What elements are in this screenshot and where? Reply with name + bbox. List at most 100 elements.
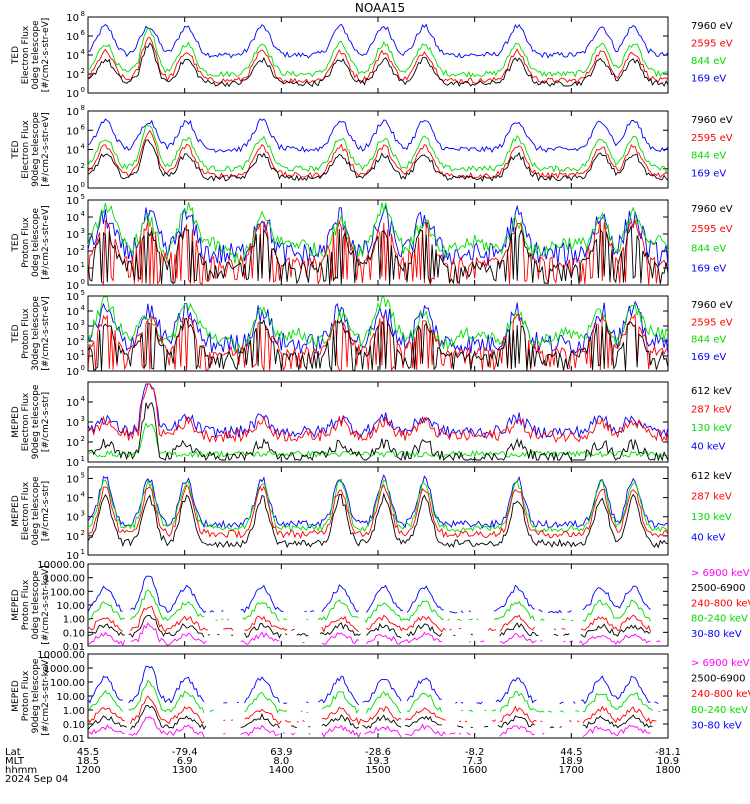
legend-entry: 612 keV	[691, 471, 732, 482]
legend-entry: 2595 eV	[691, 224, 733, 235]
x-tick-label-mlt: 7.3	[467, 756, 483, 767]
legend-entry: 30-80 keV	[691, 720, 742, 731]
series-trace	[87, 118, 669, 154]
series-trace	[87, 383, 669, 440]
y-tick-exponent: 0	[81, 86, 85, 94]
y-tick-exponent: 0	[81, 364, 85, 372]
y-tick-label: 1000.00	[44, 664, 85, 675]
y-axis-label-line: [#/cm2-s-str]	[41, 392, 51, 452]
legend-entry: 7960 eV	[691, 204, 733, 215]
y-tick-exponent: 5	[81, 193, 85, 201]
series-trace	[87, 317, 669, 372]
series-trace	[87, 23, 669, 59]
y-axis-label-line: MEPED	[11, 495, 21, 527]
y-axis-label: TED Proton Flux 0deg telescope [#/cm2-s-str…	[11, 205, 51, 280]
y-axis-label-line: Proton Flux	[21, 579, 31, 630]
x-tick-label-lat: 44.5	[560, 747, 582, 758]
x-tick-label-mlt: 18.9	[560, 756, 582, 767]
chart-title: NOAA15	[355, 1, 405, 15]
y-axis-label-line: 0deg telescope	[31, 476, 41, 546]
y-tick-exponent: 3	[81, 510, 85, 518]
panel-7: 0.010.101.0010.00100.001000.0010000.00ME…	[11, 560, 750, 653]
legend-entry: 40 keV	[691, 533, 725, 544]
series-trace	[87, 26, 669, 78]
y-tick-exponent: 6	[81, 123, 86, 131]
y-tick-label: 10	[66, 551, 79, 562]
y-tick-label: 10	[66, 230, 79, 241]
y-tick-exponent: 0	[81, 181, 85, 189]
x-tick-label-lat: -79.4	[172, 747, 198, 758]
series-group	[87, 202, 669, 286]
y-axis-label-line: TED	[11, 324, 21, 343]
y-tick-exponent: 3	[81, 227, 85, 235]
series-trace	[87, 202, 669, 265]
legend-entry: 2500-6900	[691, 674, 746, 685]
series-group	[88, 666, 666, 737]
y-tick-label: 10	[66, 418, 79, 429]
y-axis-label: MEPED Electron Flux 90deg telescope [#/cm2-…	[11, 384, 51, 459]
series-trace	[87, 129, 669, 180]
panel-frame	[87, 653, 669, 739]
y-tick-exponent: 1	[81, 261, 85, 269]
series-trace	[88, 606, 666, 632]
y-tick-label: 1.00	[63, 706, 85, 717]
y-axis-label-line: MEPED	[11, 406, 21, 438]
y-tick-exponent: 1	[81, 548, 85, 556]
y-tick-label: 10	[66, 89, 79, 100]
y-tick-label: 10	[66, 107, 79, 118]
y-tick-exponent: 1	[81, 455, 85, 463]
y-tick-label: 10	[66, 352, 79, 363]
series-trace	[87, 42, 669, 88]
y-axis-label-line: 90deg telescope	[31, 112, 41, 187]
legend-entry: 844 eV	[691, 244, 726, 255]
y-tick-label: 10	[66, 494, 79, 505]
legend-entry: 287 keV	[691, 405, 732, 416]
legend-entry: 7960 eV	[691, 21, 733, 32]
y-tick-label: 10.00	[56, 601, 85, 612]
y-axis-label: MEPED Proton Flux 0deg telescope [#/cm2-s-s…	[11, 565, 51, 644]
legend-entry: 169 eV	[691, 352, 726, 363]
x-tick-label-hhmm: 1200	[75, 765, 100, 776]
y-axis-label-line: 0deg telescope	[31, 208, 41, 278]
y-tick-label: 100.00	[50, 678, 85, 689]
y-tick-label: 10	[66, 70, 79, 81]
series-trace	[87, 124, 669, 173]
x-tick-label-hhmm: 1400	[269, 765, 294, 776]
series-trace	[87, 679, 661, 714]
y-tick-label: 10	[66, 213, 79, 224]
x-row-label: hhmm	[5, 765, 37, 776]
date-label: 2024 Sep 04	[5, 774, 68, 785]
legend-entry: > 6900 keV	[691, 658, 750, 669]
y-axis-label-line: [#/cm2-s-str]	[41, 481, 51, 541]
x-tick-label-hhmm: 1700	[559, 765, 584, 776]
y-axis-label-line: Electron Flux	[21, 25, 31, 84]
y-tick-exponent: 5	[81, 289, 85, 297]
y-tick-label: 10	[66, 322, 79, 333]
y-axis-label-line: Electron Flux	[21, 481, 31, 540]
y-tick-label: 10	[66, 32, 79, 43]
y-axis-label-line: MEPED	[11, 680, 21, 712]
legend-entry: 844 eV	[691, 335, 726, 346]
y-axis-label-line: Electron Flux	[21, 392, 31, 451]
legend-entry: 287 keV	[691, 492, 732, 503]
y-tick-label: 0.01	[63, 734, 85, 745]
y-tick-exponent: 2	[81, 529, 85, 537]
y-tick-label: 0.10	[63, 720, 85, 731]
x-tick-label-hhmm: 1500	[365, 765, 390, 776]
series-trace	[87, 492, 669, 549]
y-axis-label-line: 90deg telescope	[31, 658, 41, 733]
series-trace	[88, 615, 660, 638]
y-axis-label-line: TED	[11, 233, 21, 252]
y-tick-label: 0.01	[63, 642, 85, 653]
legend-entry: 7960 eV	[691, 115, 733, 126]
x-tick-label-hhmm: 1300	[172, 765, 197, 776]
y-axis-label-line: 0deg telescope	[31, 570, 41, 640]
legend-entry: 612 keV	[691, 386, 732, 397]
